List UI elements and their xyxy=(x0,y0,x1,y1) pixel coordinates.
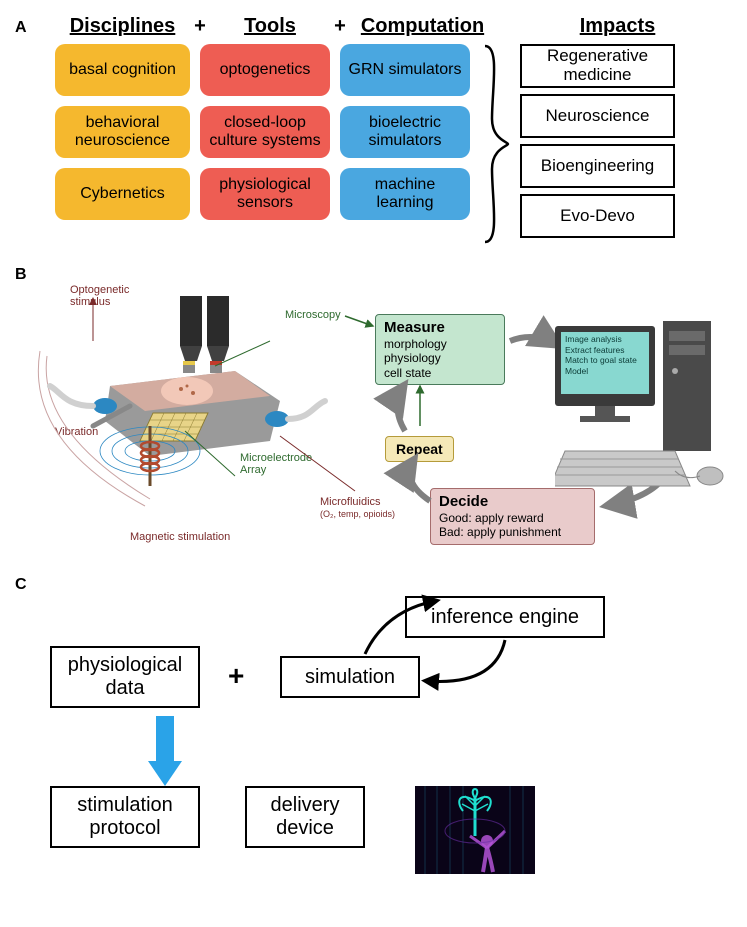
panel-b: B Optogenetic stimulus Vibration Magneti… xyxy=(15,266,732,566)
result-image xyxy=(415,786,535,874)
screen-text: Image analysis Extract features Match to… xyxy=(565,334,647,377)
computer: Image analysis Extract features Match to… xyxy=(555,321,725,511)
column-impacts: Regenerative medicine Neuroscience Bioengi… xyxy=(520,44,675,238)
header-disciplines: Disciplines xyxy=(55,15,190,38)
panel-a-letter: A xyxy=(15,19,27,37)
chip: GRN simulators xyxy=(340,44,470,96)
chip: basal cognition xyxy=(55,44,190,96)
chip: machine learning xyxy=(340,168,470,220)
header-computation: Computation xyxy=(350,15,495,38)
chip: behavioral neuroscience xyxy=(55,106,190,158)
column-disciplines: basal cognition behavioral neuroscience Cy… xyxy=(55,44,190,220)
column-computation: GRN simulators bioelectric simulators mach… xyxy=(340,44,470,220)
impact-box: Bioengineering xyxy=(520,144,675,188)
panel-a-header-row: Disciplines + Tools + Computation Impact… xyxy=(55,15,732,38)
header-impacts: Impacts xyxy=(540,15,695,38)
header-plus-2: + xyxy=(330,15,350,38)
chip: physiological sensors xyxy=(200,168,330,220)
chip: closed-loop culture systems xyxy=(200,106,330,158)
panel-c-arrows xyxy=(15,576,735,876)
chip: optogenetics xyxy=(200,44,330,96)
panel-a: A Disciplines + Tools + Computation Impa… xyxy=(15,15,732,238)
impact-box: Neuroscience xyxy=(520,94,675,138)
impact-box: Regenerative medicine xyxy=(520,44,675,88)
header-plus-1: + xyxy=(190,15,210,38)
panel-a-grid: basal cognition behavioral neuroscience Cy… xyxy=(55,44,732,238)
chip: Cybernetics xyxy=(55,168,190,220)
chip: bioelectric simulators xyxy=(340,106,470,158)
header-tools: Tools xyxy=(210,15,330,38)
panel-c: C physiological data simulation inferenc… xyxy=(15,576,732,876)
impact-box: Evo-Devo xyxy=(520,194,675,238)
column-tools: optogenetics closed-loop culture systems p… xyxy=(200,44,330,220)
